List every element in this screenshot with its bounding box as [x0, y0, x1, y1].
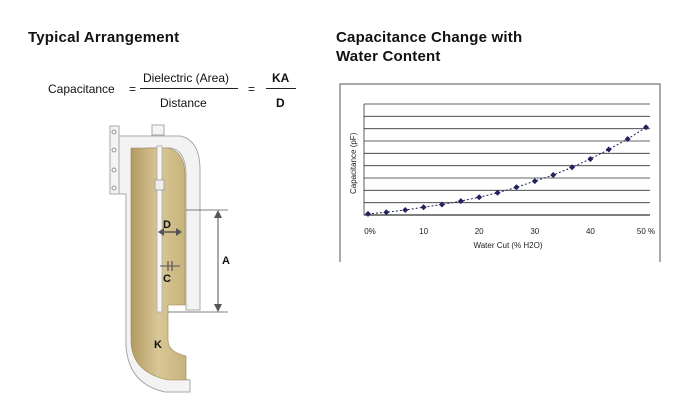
chart-title-line1: Capacitance Change with — [336, 29, 523, 46]
flange-bolt — [111, 147, 117, 153]
label-a: A — [222, 255, 230, 267]
data-point — [587, 155, 594, 162]
a-arrowhead — [214, 304, 222, 312]
data-point — [624, 135, 631, 142]
data-point — [438, 201, 445, 208]
data-point — [531, 178, 538, 185]
x-tick-label: 0% — [364, 227, 376, 236]
formula-equals-2: = — [248, 82, 256, 96]
data-point — [420, 204, 427, 211]
formula-numerator: Dielectric (Area) — [143, 71, 230, 85]
label-k: K — [154, 339, 162, 351]
x-axis-label: Water Cut (% H2O) — [473, 241, 542, 250]
rod-collar — [154, 179, 165, 191]
flange-bolt — [111, 129, 117, 135]
formula-denominator: Distance — [160, 96, 207, 110]
d-arrowhead — [158, 228, 164, 236]
data-point — [494, 189, 501, 196]
data-point — [643, 124, 649, 131]
data-point — [605, 146, 612, 153]
x-tick-label: 30 — [530, 227, 539, 236]
x-tick-label: 10 — [419, 227, 428, 236]
a-arrowhead — [214, 210, 222, 218]
data-point — [476, 194, 483, 201]
data-point — [365, 210, 371, 217]
x-tick-label: 40 — [586, 227, 595, 236]
data-point — [550, 172, 557, 179]
data-point — [383, 209, 390, 216]
chart-border — [339, 83, 661, 262]
d-arrowhead — [176, 228, 182, 236]
probe-cap — [151, 124, 165, 136]
arrangement-title: Typical Arrangement — [28, 29, 180, 46]
formula-fraction-bar-2 — [266, 88, 296, 89]
series-line — [367, 126, 647, 215]
x-tick-label: 20 — [475, 227, 484, 236]
x-tick-label: 50 % — [637, 227, 655, 236]
flange-bolt — [111, 185, 117, 191]
formula-equals-1: = — [129, 82, 137, 96]
data-point — [513, 184, 520, 191]
data-point — [457, 198, 464, 205]
flange-bolt — [111, 167, 117, 173]
probe-rod — [156, 145, 163, 313]
y-axis-label: Capacitance (pF) — [349, 132, 358, 194]
formula-denominator-d: D — [276, 96, 285, 110]
label-c: C — [163, 273, 171, 285]
formula-numerator-ka: KA — [272, 71, 290, 85]
formula-lhs: Capacitance — [48, 82, 115, 96]
data-point — [402, 207, 409, 214]
chart-title-line2: Water Content — [336, 48, 441, 65]
formula-fraction-bar — [140, 88, 238, 89]
label-d: D — [163, 219, 171, 231]
data-point — [569, 164, 576, 171]
